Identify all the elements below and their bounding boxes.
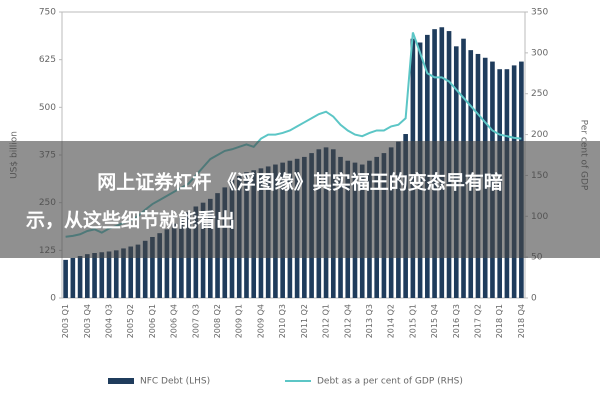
y2-tick-label: 350 (531, 8, 548, 18)
x-tick-label: 2014 Q2 (387, 304, 396, 338)
bar (142, 240, 148, 298)
bar (85, 254, 90, 298)
caption-text: 示，从这些细节就能看出 (26, 209, 235, 232)
x-tick-label: 2006 Q4 (170, 304, 179, 338)
bar (99, 252, 105, 298)
x-tick-label: 2009 Q1 (235, 304, 244, 338)
x-tick-label: 2005 Q2 (126, 304, 135, 338)
x-tick-label: 2015 Q4 (430, 304, 439, 338)
x-tick-label: 2013 Q3 (365, 304, 374, 338)
bar (70, 257, 76, 298)
bar (128, 246, 134, 298)
x-tick-label: 2010 Q3 (278, 304, 287, 338)
caption-band (0, 141, 600, 258)
y2-tick-label: 0 (531, 294, 537, 304)
x-tick-label: 2018 Q1 (495, 304, 504, 338)
x-tick-label: 2003 Q4 (83, 304, 92, 338)
y-tick-label: 0 (50, 294, 56, 304)
x-tick-label: 2004 Q3 (105, 304, 114, 338)
bar (157, 233, 162, 298)
bar (106, 251, 112, 298)
x-tick-label: 2007 Q3 (191, 304, 200, 338)
bar (135, 244, 141, 298)
bar (92, 253, 97, 298)
bar (77, 256, 83, 298)
x-tick-label: 2006 Q1 (148, 304, 157, 338)
legend-swatch (108, 378, 134, 384)
y2-tick-label: 200 (531, 130, 548, 140)
y-tick-label: 625 (39, 55, 56, 65)
x-tick-label: 2012 Q1 (322, 304, 331, 338)
y2-tick-label: 250 (531, 89, 548, 99)
x-tick-label: 2012 Q4 (343, 304, 352, 338)
bar (121, 248, 126, 298)
x-tick-label: 2018 Q4 (517, 304, 526, 338)
legend-label: Debt as a per cent of GDP (RHS) (317, 377, 463, 387)
x-tick-label: 2016 Q3 (452, 304, 461, 338)
x-tick-label: 2011 Q2 (300, 304, 309, 338)
legend-label: NFC Debt (LHS) (140, 377, 210, 387)
bar (63, 259, 68, 298)
x-tick-label: 2017 Q2 (473, 304, 482, 338)
x-tick-label: 2008 Q2 (213, 304, 222, 338)
x-tick-label: 2009 Q4 (256, 304, 265, 338)
y2-tick-label: 300 (531, 48, 548, 58)
bar (164, 229, 170, 298)
bar (113, 250, 119, 298)
y-tick-label: 500 (39, 103, 56, 113)
x-tick-label: 2015 Q1 (408, 304, 417, 338)
caption-text: 网上证券杠杆 《浮图缘》其实福王的变态早有暗 (97, 171, 503, 194)
x-tick-label: 2003 Q1 (61, 304, 70, 338)
bar (171, 223, 177, 298)
bar (150, 236, 155, 298)
y-tick-label: 750 (39, 8, 56, 18)
